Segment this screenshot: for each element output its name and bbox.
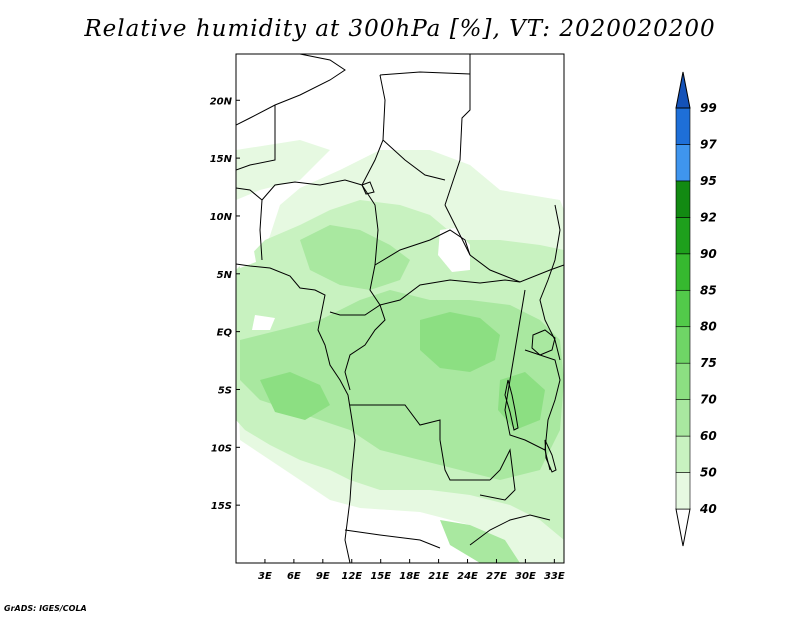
lake-chad — [361, 181, 375, 195]
lake-tanganyika — [504, 379, 519, 431]
colorbar-box — [675, 144, 691, 182]
humidity-region-70-north — [300, 225, 410, 290]
colorbar-label: 60 — [700, 429, 717, 443]
lon-tick-label: 27E — [486, 571, 507, 582]
border-mali-niger — [236, 105, 276, 171]
humidity-region-70-south — [440, 520, 520, 563]
colorbar-label: 95 — [700, 174, 717, 188]
map-frame — [235, 53, 565, 564]
humidity-clear-patch-west — [252, 315, 275, 330]
colorbar-box — [675, 326, 691, 364]
border-chad-sudan — [444, 204, 564, 283]
lat-tick-label: EQ — [217, 328, 233, 339]
lon-tick-label: 21E — [428, 571, 449, 582]
humidity-field — [236, 140, 564, 563]
border-angola-east — [439, 439, 490, 481]
humidity-region-75 — [420, 312, 500, 372]
lon-tick-label: 24E — [457, 571, 478, 582]
border-sahara — [236, 54, 346, 126]
border-southern — [469, 514, 551, 546]
border-egypt — [444, 54, 471, 206]
border-libya — [379, 71, 471, 110]
humidity-clear-patch-west-2 — [238, 240, 256, 268]
humidity-region-50-west — [236, 140, 330, 200]
border-angola-south — [344, 529, 441, 549]
colorbar-upper-triangle — [675, 71, 691, 109]
border-zambia — [479, 448, 516, 501]
colorbar-label: 50 — [700, 466, 717, 480]
colorbar-label: 90 — [700, 247, 717, 261]
colorbar-label: 99 — [700, 101, 717, 115]
lon-tick-label: 9E — [316, 571, 330, 582]
colorbar-label: 40 — [699, 502, 717, 516]
border-angola-north — [350, 404, 441, 440]
border-congo — [379, 279, 521, 306]
lat-tick-label: 5S — [218, 385, 232, 396]
lat-tick-label: 15S — [211, 501, 232, 512]
lat-tick-label: 20N — [210, 96, 233, 107]
border-west-sahel — [236, 187, 263, 201]
colorbar-box — [675, 362, 691, 400]
colorbar-label: 70 — [700, 393, 717, 407]
colorbar-box — [675, 217, 691, 255]
chart-title: Relative humidity at 300hPa [%], VT: 202… — [84, 16, 716, 42]
border-cameroon — [329, 184, 381, 316]
border-drc-east — [504, 289, 551, 471]
colorbar-box — [675, 472, 691, 510]
humidity-region-75-west — [260, 372, 330, 420]
colorbar-box — [675, 180, 691, 218]
latitude-axis: 20N 15N 10N 5N EQ 5S 10S 15S — [210, 96, 240, 512]
colorbar-box — [675, 435, 691, 473]
grads-credit: GrADS: IGES/COLA — [4, 604, 87, 613]
lon-tick-label: 30E — [515, 571, 536, 582]
lat-tick-label: 10S — [211, 443, 232, 454]
lon-tick-label: 12E — [341, 571, 362, 582]
colorbar: 40 50 60 70 75 80 85 90 92 95 97 99 — [675, 71, 717, 547]
lake-malawi — [544, 439, 557, 473]
lon-tick-label: 33E — [544, 571, 565, 582]
border-sahel-chad — [382, 139, 446, 181]
lon-tick-label: 18E — [399, 571, 420, 582]
lake-victoria — [531, 329, 556, 356]
colorbar-label: 97 — [700, 137, 717, 151]
border-car — [374, 229, 471, 266]
lon-tick-label: 3E — [258, 571, 272, 582]
colorbar-box — [675, 289, 691, 328]
longitude-axis: 3E 6E 9E 12E 15E 18E 21E 24E 27E 30E 33E — [258, 559, 565, 582]
colorbar-label: 80 — [700, 320, 717, 334]
colorbar-box — [675, 399, 691, 437]
country-borders — [236, 54, 564, 563]
border-drc-west — [344, 304, 386, 391]
lon-tick-label: 15E — [370, 571, 391, 582]
colorbar-label: 75 — [700, 356, 717, 370]
colorbar-box — [675, 253, 691, 291]
lat-tick-label: 15N — [210, 154, 233, 165]
lon-tick-label: 6E — [287, 571, 301, 582]
border-nigeria — [259, 179, 363, 261]
colorbar-label: 92 — [700, 210, 717, 224]
colorbar-label: 85 — [700, 283, 717, 297]
lat-tick-label: 10N — [210, 212, 233, 223]
colorbar-box — [675, 107, 691, 145]
colorbar-lower-triangle — [675, 508, 691, 547]
lat-tick-label: 5N — [217, 270, 233, 281]
coastline-west — [236, 263, 356, 563]
